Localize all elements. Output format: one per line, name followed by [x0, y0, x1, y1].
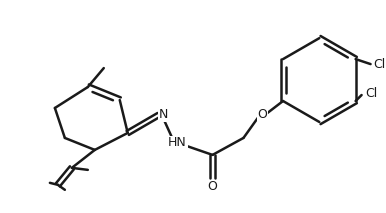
Text: O: O [208, 180, 217, 193]
Text: N: N [159, 108, 168, 121]
Text: Cl: Cl [373, 58, 386, 71]
Text: HN: HN [168, 136, 187, 150]
Text: O: O [257, 108, 267, 121]
Text: Cl: Cl [366, 86, 378, 99]
